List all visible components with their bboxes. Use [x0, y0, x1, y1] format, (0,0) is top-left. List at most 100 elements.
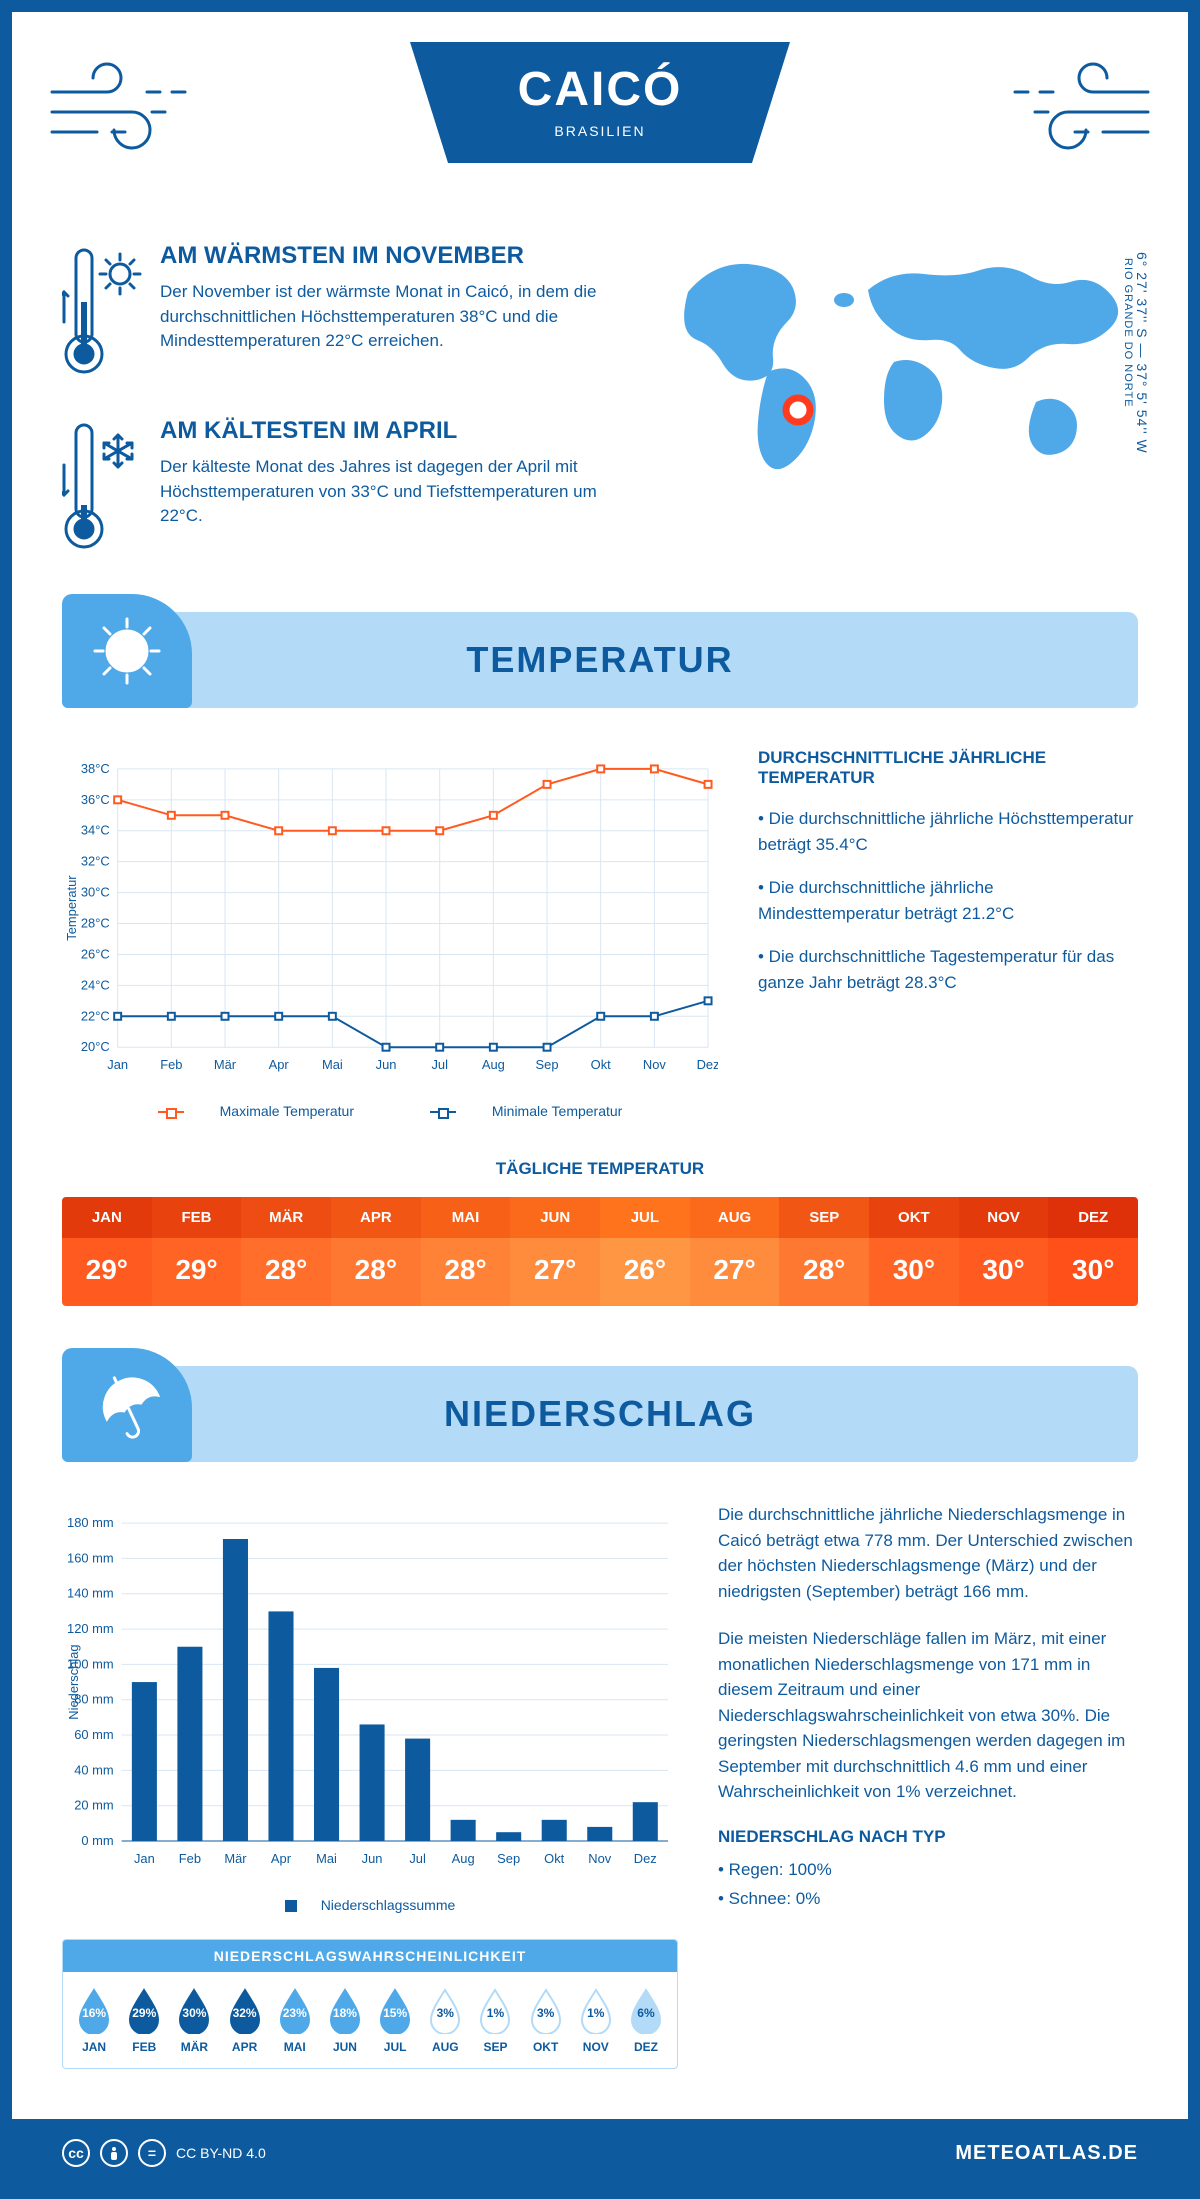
- prob-cell: 15% JUL: [370, 1986, 420, 2054]
- daily-value: 27°: [510, 1238, 600, 1306]
- thermometer-snow-icon: [62, 417, 142, 562]
- prob-cell: 18% JUN: [320, 1986, 370, 2054]
- prob-cell: 1% SEP: [470, 1986, 520, 2054]
- drop-value: 1%: [476, 2006, 514, 2020]
- temp-line-chart: 20°C22°C24°C26°C28°C30°C32°C34°C36°C38°C…: [62, 748, 718, 1088]
- svg-text:Nov: Nov: [643, 1057, 666, 1072]
- svg-text:Dez: Dez: [634, 1851, 657, 1866]
- precip-legend: Niederschlagssumme: [62, 1897, 678, 1913]
- coords-text: 6° 27' 37'' S — 37° 5' 54'' W: [1134, 252, 1150, 454]
- drop-value: 6%: [627, 2006, 665, 2020]
- drop-icon: 18%: [326, 1986, 364, 2034]
- daily-value: 28°: [779, 1238, 869, 1306]
- prob-month: MÄR: [169, 2040, 219, 2054]
- prob-month: JAN: [69, 2040, 119, 2054]
- daily-col: APR 28°: [331, 1197, 421, 1306]
- coldest-p: Der kälteste Monat des Jahres ist dagege…: [160, 455, 628, 529]
- footer: cc = CC BY-ND 4.0 METEOATLAS.DE: [12, 2119, 1188, 2187]
- drop-icon: 30%: [175, 1986, 213, 2034]
- drop-value: 18%: [326, 2006, 364, 2020]
- prob-cell: 16% JAN: [69, 1986, 119, 2054]
- wind-icon: [1008, 57, 1158, 167]
- drop-value: 23%: [276, 2006, 314, 2020]
- drop-value: 30%: [175, 2006, 213, 2020]
- svg-text:Mär: Mär: [224, 1851, 247, 1866]
- precip-section: 0 mm20 mm40 mm60 mm80 mm100 mm120 mm140 …: [62, 1502, 1138, 2069]
- warmest-title: AM WÄRMSTEN IM NOVEMBER: [160, 242, 628, 270]
- wind-icon: [42, 57, 192, 167]
- temp-info: DURCHSCHNITTLICHE JÄHRLICHE TEMPERATUR •…: [758, 748, 1138, 1119]
- daily-value: 30°: [959, 1238, 1049, 1306]
- thermometer-sun-icon: [62, 242, 142, 387]
- drop-icon: 3%: [527, 1986, 565, 2034]
- coldest-block: AM KÄLTESTEN IM APRIL Der kälteste Monat…: [62, 417, 628, 562]
- prob-month: FEB: [119, 2040, 169, 2054]
- daily-col: NOV 30°: [959, 1197, 1049, 1306]
- svg-text:36°C: 36°C: [81, 792, 110, 807]
- nd-icon: =: [138, 2139, 166, 2167]
- country: BRASILIEN: [480, 123, 720, 139]
- prob-month: SEP: [470, 2040, 520, 2054]
- precip-info: Die durchschnittliche jährliche Niedersc…: [718, 1502, 1138, 2069]
- header: CAICÓ BRASILIEN: [62, 42, 1138, 222]
- intro-left: AM WÄRMSTEN IM NOVEMBER Der November ist…: [62, 242, 628, 592]
- svg-text:Feb: Feb: [160, 1057, 182, 1072]
- svg-text:Mär: Mär: [214, 1057, 237, 1072]
- daily-col: FEB 29°: [152, 1197, 242, 1306]
- daily-col: MAI 28°: [421, 1197, 511, 1306]
- prob-month: OKT: [521, 2040, 571, 2054]
- daily-value: 29°: [62, 1238, 152, 1306]
- daily-value: 30°: [869, 1238, 959, 1306]
- prob-cell: 3% OKT: [521, 1986, 571, 2054]
- daily-value: 28°: [331, 1238, 421, 1306]
- daily-value: 28°: [241, 1238, 331, 1306]
- warmest-text: AM WÄRMSTEN IM NOVEMBER Der November ist…: [160, 242, 628, 387]
- daily-month: NOV: [959, 1197, 1049, 1238]
- drop-value: 1%: [577, 2006, 615, 2020]
- daily-month: AUG: [690, 1197, 780, 1238]
- drop-icon: 23%: [276, 1986, 314, 2034]
- svg-text:24°C: 24°C: [81, 977, 110, 992]
- svg-text:38°C: 38°C: [81, 761, 110, 776]
- prob-cell: 1% NOV: [571, 1986, 621, 2054]
- svg-text:Sep: Sep: [536, 1057, 559, 1072]
- svg-text:30°C: 30°C: [81, 885, 110, 900]
- precip-rain: • Regen: 100%: [718, 1857, 1138, 1883]
- legend-min: Minimale Temperatur: [412, 1103, 640, 1119]
- prob-cell: 32% APR: [220, 1986, 270, 2054]
- daily-value: 26°: [600, 1238, 690, 1306]
- coldest-title: AM KÄLTESTEN IM APRIL: [160, 417, 628, 445]
- svg-text:Mai: Mai: [322, 1057, 343, 1072]
- intro: AM WÄRMSTEN IM NOVEMBER Der November ist…: [62, 242, 1138, 592]
- precip-bar-chart: 0 mm20 mm40 mm60 mm80 mm100 mm120 mm140 …: [62, 1502, 678, 1882]
- svg-text:60 mm: 60 mm: [74, 1727, 113, 1742]
- drop-icon: 15%: [376, 1986, 414, 2034]
- svg-text:Okt: Okt: [591, 1057, 611, 1072]
- daily-title: TÄGLICHE TEMPERATUR: [62, 1159, 1138, 1179]
- svg-text:Aug: Aug: [482, 1057, 505, 1072]
- daily-value: 30°: [1048, 1238, 1138, 1306]
- daily-month: JUN: [510, 1197, 600, 1238]
- legend-max: Maximale Temperatur: [140, 1103, 372, 1119]
- precip-legend-item: Niederschlagssumme: [267, 1897, 474, 1913]
- precip-p2: Die meisten Niederschläge fallen im März…: [718, 1626, 1138, 1805]
- daily-month: FEB: [152, 1197, 242, 1238]
- temp-section: 20°C22°C24°C26°C28°C30°C32°C34°C36°C38°C…: [62, 748, 1138, 1119]
- svg-text:140 mm: 140 mm: [67, 1586, 114, 1601]
- svg-text:Temperatur: Temperatur: [64, 875, 79, 941]
- svg-text:32°C: 32°C: [81, 854, 110, 869]
- drop-icon: 32%: [226, 1986, 264, 2034]
- prob-month: NOV: [571, 2040, 621, 2054]
- svg-text:Dez: Dez: [697, 1057, 718, 1072]
- daily-col: DEZ 30°: [1048, 1197, 1138, 1306]
- svg-text:20°C: 20°C: [81, 1039, 110, 1054]
- daily-table: JAN 29° FEB 29° MÄR 28° APR 28° MAI 28° …: [62, 1197, 1138, 1306]
- daily-value: 28°: [421, 1238, 511, 1306]
- by-icon: [100, 2139, 128, 2167]
- temp-legend: Maximale Temperatur Minimale Temperatur: [62, 1103, 718, 1119]
- drop-icon: 1%: [476, 1986, 514, 2034]
- drop-icon: 3%: [426, 1986, 464, 2034]
- warmest-block: AM WÄRMSTEN IM NOVEMBER Der November ist…: [62, 242, 628, 387]
- world-map-icon: [658, 242, 1138, 492]
- daily-value: 27°: [690, 1238, 780, 1306]
